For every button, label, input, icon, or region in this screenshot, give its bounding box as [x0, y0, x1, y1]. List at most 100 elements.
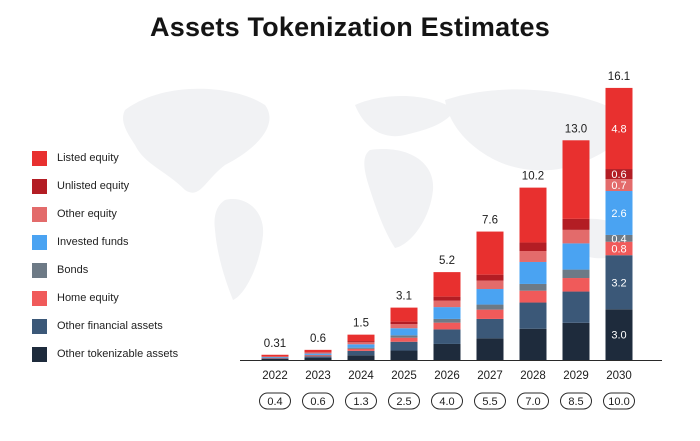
bar-segment	[476, 338, 504, 360]
bar-segment	[605, 309, 633, 360]
bar-segment	[347, 347, 375, 349]
bar-segment	[605, 234, 633, 242]
bar-segment	[304, 355, 332, 357]
x-tick-label: 2023	[305, 370, 331, 382]
secondary-value-label: 0.6	[310, 396, 325, 408]
bar-segment	[347, 342, 375, 345]
secondary-value-label: 2.5	[396, 396, 411, 408]
legend-label: Unlisted equity	[57, 180, 130, 192]
bar-segment	[519, 283, 547, 291]
bar-segment	[519, 290, 547, 303]
legend-label: Invested funds	[57, 236, 129, 248]
bar-segment	[347, 348, 375, 351]
bar-segment	[304, 352, 332, 353]
bar-segment	[605, 179, 633, 191]
legend-item-unlisted-equity: Unlisted equity	[32, 178, 129, 194]
secondary-value-pill	[474, 392, 506, 410]
bar-segment	[519, 242, 547, 251]
bar-segment	[304, 353, 332, 355]
chart-title: Assets Tokenization Estimates	[150, 12, 550, 42]
x-tick-label: 2025	[391, 370, 417, 382]
secondary-value-label: 7.0	[525, 396, 540, 408]
bar-segment	[562, 218, 590, 230]
bar-segment	[304, 352, 332, 354]
legend-label: Other equity	[57, 208, 117, 220]
secondary-value-label: 0.4	[267, 396, 282, 408]
secondary-value-pill	[302, 392, 334, 410]
bar-segment	[390, 324, 418, 329]
bar-segment	[562, 322, 590, 360]
bar-segment	[261, 358, 289, 359]
total-value-label: 0.6	[310, 333, 326, 345]
bar-segment	[519, 302, 547, 329]
bar-segment	[347, 344, 375, 348]
legend-swatch	[32, 150, 47, 166]
secondary-value-pill	[388, 392, 420, 410]
total-value-label: 1.5	[353, 318, 369, 330]
bar-segment	[390, 307, 418, 322]
bar-segment	[519, 187, 547, 243]
bar-segment	[562, 291, 590, 323]
bar-segment	[304, 357, 332, 360]
bar-segment	[261, 358, 289, 360]
legend-item-home-equity: Home equity	[32, 290, 119, 306]
bar-segment	[390, 341, 418, 351]
bar-segment	[347, 334, 375, 342]
bar-segment	[476, 309, 504, 319]
bar-segment	[562, 140, 590, 219]
bar-segment	[304, 356, 332, 358]
bar-segment	[476, 231, 504, 275]
bar-segment	[519, 250, 547, 262]
legend-item-other-tokenizable-assets: Other tokenizable assets	[32, 346, 178, 362]
bar-segment	[605, 241, 633, 256]
bar-segment	[433, 296, 461, 301]
legend-label: Bonds	[57, 264, 89, 276]
legend-label: Other financial assets	[57, 320, 163, 332]
bar-segment	[433, 322, 461, 330]
bar-segment	[519, 261, 547, 284]
segment-value-label: 4.8	[611, 123, 626, 135]
bar-segment	[261, 354, 289, 357]
total-value-label: 3.1	[396, 291, 412, 303]
bar-segment	[476, 304, 504, 310]
bar-segment	[304, 349, 332, 353]
x-tick-label: 2024	[348, 370, 374, 382]
legend-item-bonds: Bonds	[32, 262, 88, 278]
bar-segment	[347, 350, 375, 356]
bar-segment	[476, 280, 504, 290]
x-tick-label: 2030	[606, 370, 632, 382]
segment-value-label: 3.2	[611, 277, 626, 289]
bar-segment	[390, 321, 418, 325]
secondary-value-pill	[603, 392, 635, 410]
bar-segment	[390, 328, 418, 336]
bar-segment	[605, 255, 633, 310]
x-tick-label: 2022	[262, 370, 288, 382]
total-value-label: 13.0	[565, 123, 587, 135]
bar-segment	[390, 335, 418, 338]
secondary-value-pill	[259, 392, 291, 410]
legend-swatch	[32, 206, 47, 222]
segment-value-label: 0.8	[611, 243, 626, 255]
segment-value-label: 2.6	[611, 208, 626, 220]
legend-swatch	[32, 318, 47, 334]
legend-label: Other tokenizable assets	[57, 348, 179, 360]
segment-value-label: 0.7	[611, 180, 626, 192]
secondary-value-pill	[560, 392, 592, 410]
total-value-label: 0.31	[264, 338, 286, 350]
legend-item-other-financial-assets: Other financial assets	[32, 318, 163, 334]
bar-segment	[390, 337, 418, 342]
bar-segment	[433, 307, 461, 319]
legend-swatch	[32, 262, 47, 278]
bar-segment	[605, 87, 633, 170]
secondary-value-pill	[517, 392, 549, 410]
total-value-label: 10.2	[522, 171, 544, 183]
x-tick-label: 2028	[520, 370, 546, 382]
bar-segment	[433, 343, 461, 360]
x-tick-label: 2027	[477, 370, 503, 382]
legend-swatch	[32, 290, 47, 306]
legend-swatch	[32, 178, 47, 194]
bar-segment	[476, 289, 504, 305]
secondary-value-label: 8.5	[568, 396, 583, 408]
legend-swatch	[32, 234, 47, 250]
